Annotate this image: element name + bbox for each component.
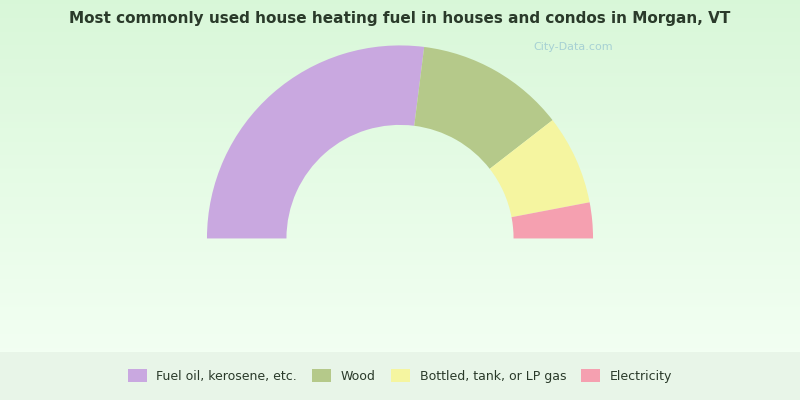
Text: City-Data.com: City-Data.com <box>534 42 614 52</box>
Wedge shape <box>511 202 593 238</box>
Legend: Fuel oil, kerosene, etc., Wood, Bottled, tank, or LP gas, Electricity: Fuel oil, kerosene, etc., Wood, Bottled,… <box>128 369 672 383</box>
Text: Most commonly used house heating fuel in houses and condos in Morgan, VT: Most commonly used house heating fuel in… <box>70 10 730 26</box>
Wedge shape <box>414 47 553 169</box>
Wedge shape <box>490 120 590 217</box>
Wedge shape <box>207 46 424 238</box>
